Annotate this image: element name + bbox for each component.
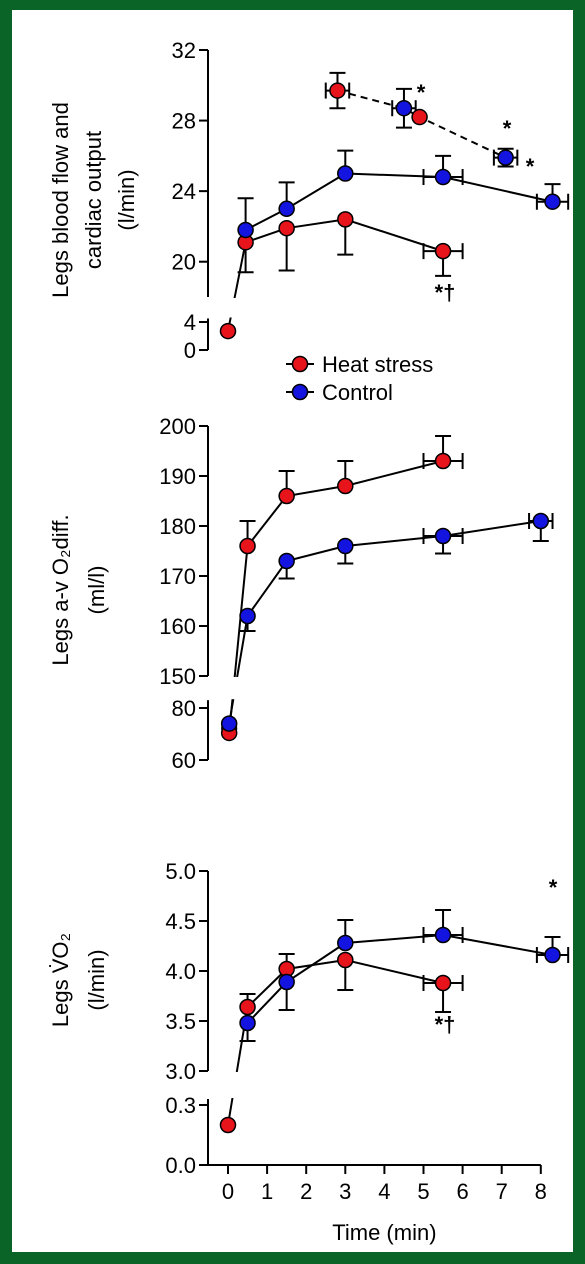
data-point [497, 149, 514, 166]
y-tick-label: 190 [159, 464, 196, 489]
y-tick-label: 24 [172, 179, 196, 204]
data-point [434, 527, 452, 545]
data-point [239, 607, 256, 625]
x-tick-label: 3 [339, 1179, 351, 1204]
annotation: * [549, 875, 558, 900]
y-axis-label: Legs blood flow and [48, 102, 73, 298]
y-axis-label: (l/min) [114, 169, 139, 230]
data-point [544, 193, 561, 210]
data-point [337, 165, 354, 182]
y-tick-label: 60 [172, 748, 196, 773]
series-line [337, 89, 507, 159]
data-point [337, 537, 354, 555]
legend-label: Control [322, 380, 393, 405]
y-tick-label: 4.5 [165, 909, 196, 934]
y-tick-label: 4.0 [165, 959, 196, 984]
y-axis-label: Legs a-v O₂diff. [48, 514, 73, 665]
data-point [434, 242, 452, 260]
x-tick-label: 7 [496, 1179, 508, 1204]
data-point [219, 1116, 237, 1134]
y-tick-label: 4 [184, 310, 196, 335]
y-tick-label: 20 [172, 250, 196, 275]
data-point [278, 487, 295, 505]
y-axis-label: (ml/l) [84, 566, 109, 615]
data-point [278, 200, 295, 218]
y-tick-label: 80 [172, 696, 196, 721]
data-point [278, 552, 295, 570]
data-point [239, 998, 256, 1016]
x-tick-label: 1 [261, 1179, 273, 1204]
data-point [337, 477, 354, 495]
x-tick-label: 0 [222, 1179, 234, 1204]
y-axis-label: (l/min) [84, 949, 109, 1010]
y-axis-label: Legs V̇O₂ [48, 933, 73, 1027]
y-tick-label: 0.3 [165, 1093, 196, 1118]
data-point [395, 99, 413, 117]
data-point [278, 973, 295, 991]
x-axis-label: Time (min) [332, 1220, 436, 1245]
data-point [219, 322, 237, 340]
data-point [278, 219, 295, 237]
annotation: * [417, 80, 426, 105]
data-point [434, 974, 452, 992]
x-tick-label: 5 [417, 1179, 429, 1204]
data-point [337, 951, 354, 969]
x-tick-label: 6 [456, 1179, 468, 1204]
series-line [228, 520, 541, 724]
legend-marker [291, 383, 309, 401]
y-tick-label: 5.0 [165, 859, 196, 884]
data-point [337, 934, 354, 952]
y-tick-label: 3.5 [165, 1009, 196, 1034]
y-tick-label: 180 [159, 514, 196, 539]
data-point [411, 108, 428, 126]
data-point [434, 926, 452, 944]
data-point [532, 512, 550, 530]
y-tick-label: 0.0 [165, 1153, 196, 1178]
data-point [434, 168, 452, 186]
data-point [239, 1014, 256, 1032]
data-point [237, 221, 254, 239]
data-point [337, 211, 354, 228]
y-tick-label: 0 [184, 338, 196, 363]
data-point [329, 82, 346, 99]
y-tick-label: 200 [159, 414, 196, 439]
annotation: * [503, 116, 512, 141]
y-tick-label: 32 [172, 38, 196, 63]
x-tick-label: 4 [378, 1179, 390, 1204]
annotation: *† [435, 1012, 456, 1037]
y-axis-label: cardiac output [81, 131, 106, 269]
y-tick-label: 150 [159, 664, 196, 689]
data-point [544, 946, 561, 964]
y-tick-label: 3.0 [165, 1059, 196, 1084]
plot-background [12, 10, 573, 1252]
y-tick-label: 160 [159, 614, 196, 639]
data-point [239, 537, 256, 555]
annotation: * [526, 154, 535, 179]
y-tick-label: 170 [159, 564, 196, 589]
data-point [434, 452, 452, 470]
data-point [220, 715, 238, 732]
legend-label: Heat stress [322, 352, 433, 377]
annotation: *† [435, 280, 456, 305]
y-tick-label: 28 [172, 109, 196, 134]
x-tick-label: 2 [300, 1179, 312, 1204]
legend-marker [291, 355, 309, 373]
x-tick-label: 8 [535, 1179, 547, 1204]
